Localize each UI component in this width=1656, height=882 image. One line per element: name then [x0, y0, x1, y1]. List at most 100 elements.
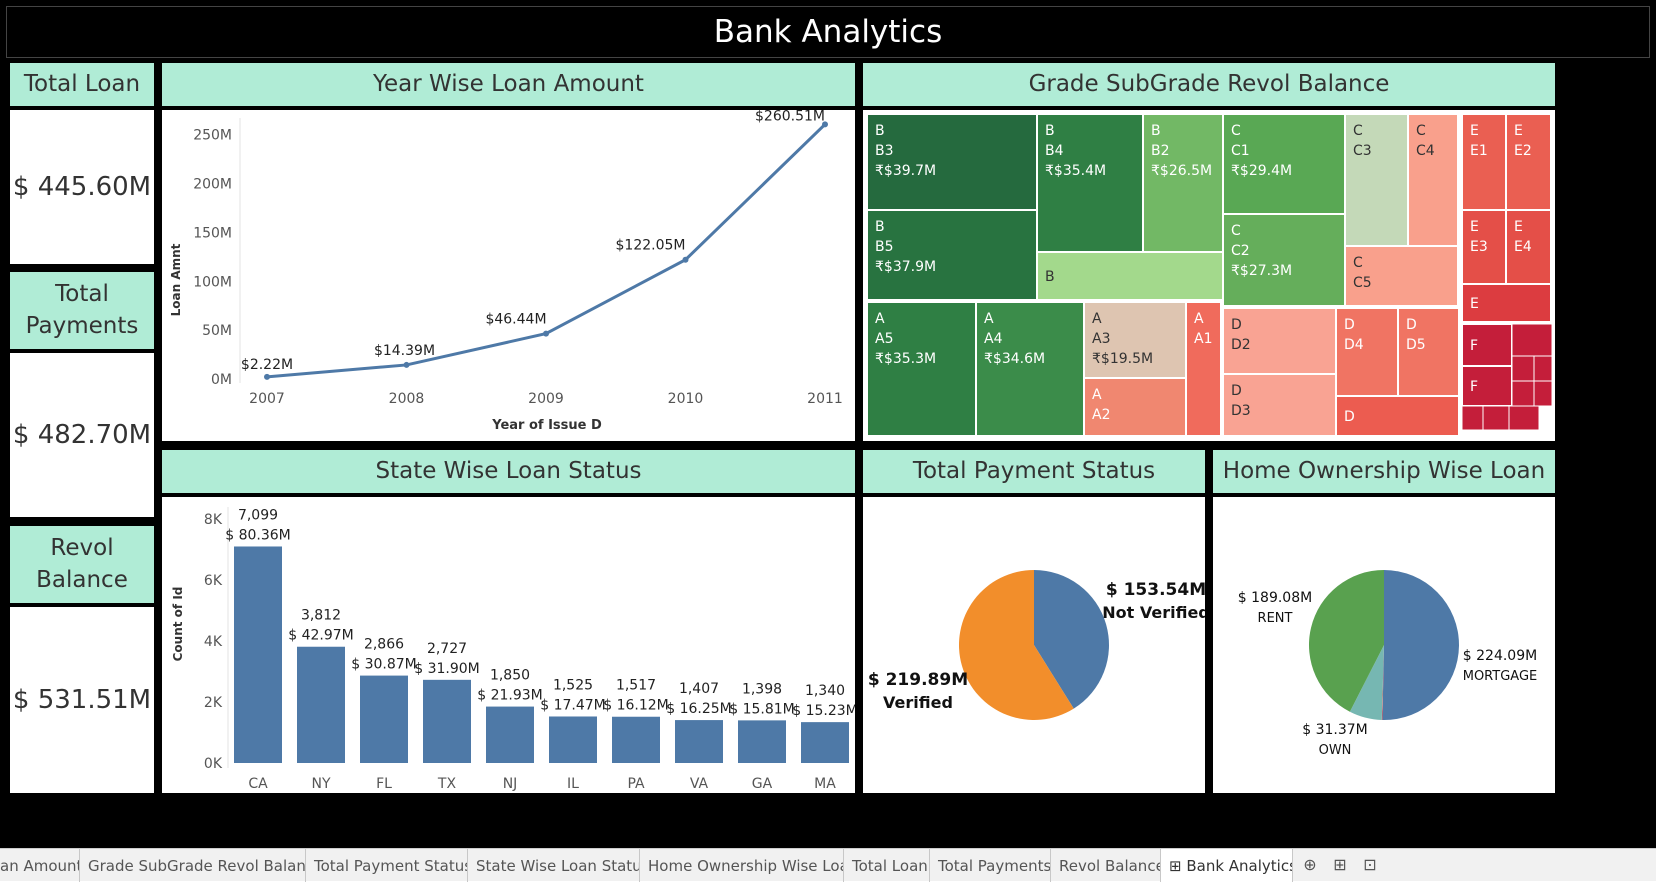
- bar-x-tick: TX: [437, 776, 457, 792]
- treemap-cell[interactable]: E E3: [1461, 209, 1507, 285]
- tab-year-wise-loan-amount[interactable]: an Amount: [0, 849, 80, 882]
- line-point[interactable]: [264, 373, 270, 380]
- tab-total-payments[interactable]: Total Payments: [930, 849, 1051, 882]
- pie-slice-verified[interactable]: [959, 570, 1074, 720]
- treemap-cell[interactable]: C C4: [1407, 113, 1459, 247]
- bar-ma[interactable]: [801, 722, 849, 763]
- treemap-cell[interactable]: D D3: [1222, 373, 1337, 437]
- bar-ga[interactable]: [738, 720, 786, 763]
- treemap-cell[interactable]: A A2: [1083, 377, 1187, 437]
- treemap-cell[interactable]: B: [1036, 251, 1224, 301]
- line-y-tick: 150M: [193, 225, 232, 241]
- bar-tx[interactable]: [423, 679, 471, 763]
- treemap-rect: [1505, 113, 1552, 211]
- line-point[interactable]: [403, 361, 410, 368]
- treemap-cell[interactable]: F: [1461, 365, 1513, 407]
- treemap-cell[interactable]: B B3 ₹$39.7M: [866, 113, 1038, 211]
- treemap-rect: [1407, 113, 1459, 247]
- line-x-tick: 2009: [528, 391, 564, 407]
- treemap-label: C3: [1353, 143, 1372, 159]
- pie-slice-not-verified[interactable]: [1034, 570, 1109, 709]
- tab-grade-subgrade[interactable]: Grade SubGrade Revol Balance: [80, 849, 306, 882]
- pie-value-label: $ 153.54M: [1106, 580, 1205, 600]
- treemap-cell[interactable]: E E4: [1505, 209, 1552, 285]
- treemap-cell[interactable]: A A5 ₹$35.3M: [866, 301, 977, 437]
- treemap-label: E3: [1470, 239, 1488, 255]
- treemap-rect: [1222, 373, 1337, 437]
- treemap-cell[interactable]: D D2: [1222, 307, 1337, 375]
- treemap-cell[interactable]: F: [1461, 323, 1513, 367]
- total-loan-header: Total Loan: [10, 63, 154, 106]
- bar-chart-svg: Count of Id 0K 2K 4K 6K 8K 7,099 $ 80.36M CA 3,…: [171, 507, 858, 792]
- treemap-label: F: [1470, 338, 1478, 354]
- treemap-rect-small[interactable]: [1533, 380, 1553, 407]
- treemap-cell[interactable]: A A3 ₹$19.5M: [1083, 301, 1187, 379]
- line-y-tick: 0M: [211, 372, 232, 388]
- pie-slice-rent[interactable]: [1309, 570, 1384, 712]
- treemap-rect: [1222, 113, 1346, 215]
- bar-fl[interactable]: [360, 675, 408, 763]
- tab-total-loan[interactable]: Total Loan: [844, 849, 930, 882]
- tab-total-payment-status[interactable]: Total Payment Status: [306, 849, 468, 882]
- treemap-cell[interactable]: A A1: [1185, 301, 1222, 437]
- line-point[interactable]: [822, 121, 828, 128]
- bar-x-tick: GA: [752, 776, 773, 792]
- treemap-rect-small[interactable]: [1461, 405, 1484, 431]
- line-point[interactable]: [543, 330, 549, 337]
- treemap-label: A: [1092, 311, 1102, 327]
- payment-pie-svg: $ 153.54M Not Verified $ 219.89M Verified: [868, 570, 1210, 720]
- bar-ny[interactable]: [297, 646, 345, 763]
- bar-amount-label: $ 15.81M: [729, 701, 795, 717]
- tab-home-ownership[interactable]: Home Ownership Wise Loan: [640, 849, 844, 882]
- bar-pa[interactable]: [612, 716, 660, 763]
- treemap-cell[interactable]: B B4 ₹$35.4M: [1036, 113, 1144, 253]
- bar-il[interactable]: [549, 716, 597, 763]
- treemap-label: B2: [1151, 143, 1170, 159]
- treemap-label: A5: [875, 331, 893, 347]
- payment-status-header: Total Payment Status: [863, 450, 1205, 493]
- treemap-rect-small[interactable]: [1511, 355, 1535, 382]
- new-story-icon[interactable]: ⊡: [1363, 855, 1377, 874]
- treemap-rect-small[interactable]: [1533, 355, 1553, 382]
- treemap-cell[interactable]: E E2: [1505, 113, 1552, 211]
- treemap-cell[interactable]: C C5: [1344, 245, 1459, 307]
- treemap-cell[interactable]: C C3: [1344, 113, 1409, 247]
- tab-bank-analytics[interactable]: ⊞ Bank Analytics: [1161, 849, 1293, 882]
- treemap-cell[interactable]: B B2 ₹$26.5M: [1142, 113, 1224, 253]
- tab-state-wise-loan-status[interactable]: State Wise Loan Status: [468, 849, 640, 882]
- treemap-cell[interactable]: E: [1461, 283, 1552, 323]
- treemap-cell[interactable]: A A4 ₹$34.6M: [975, 301, 1085, 437]
- new-worksheet-icon[interactable]: ⊕: [1303, 855, 1317, 874]
- line-y-tick: 100M: [193, 274, 232, 290]
- bar-ca[interactable]: [234, 546, 282, 763]
- treemap-cell[interactable]: B B5 ₹$37.9M: [866, 209, 1038, 301]
- line-data-label: $260.51M: [755, 110, 825, 124]
- bar-x-tick: CA: [248, 776, 268, 792]
- bar-amount-label: $ 80.36M: [225, 527, 291, 543]
- treemap-rect-small[interactable]: [1482, 405, 1510, 431]
- treemap-cell[interactable]: D: [1335, 395, 1460, 437]
- pie-slice[interactable]: [1381, 645, 1384, 720]
- treemap-rect-small[interactable]: [1511, 323, 1553, 357]
- line-chart-svg: Loan Amnt Year of Issue D 0M 50M 100M 150M 2…: [169, 108, 843, 433]
- treemap-cell[interactable]: C C1 ₹$29.4M: [1222, 113, 1346, 215]
- tab-revol-balance[interactable]: Revol Balance: [1051, 849, 1161, 882]
- bar-va[interactable]: [675, 720, 723, 763]
- treemap-cell[interactable]: D D5: [1397, 307, 1460, 397]
- treemap-label: D4: [1344, 337, 1364, 353]
- line-data-label: $122.05M: [616, 238, 686, 254]
- grade-subgrade-treemap: B B3 ₹$39.7M B B5 ₹$37.9M B B4 ₹$35.4M B B2 ₹$26.5M…: [863, 110, 1555, 441]
- treemap-cell[interactable]: E E1: [1461, 113, 1507, 211]
- pie-slice-mortgage[interactable]: [1382, 570, 1459, 720]
- bar-nj[interactable]: [486, 706, 534, 763]
- new-dashboard-icon[interactable]: ⊞: [1333, 855, 1347, 874]
- line-point[interactable]: [682, 256, 689, 263]
- treemap-cell[interactable]: C C2 ₹$27.3M: [1222, 213, 1346, 307]
- treemap-label: B: [1151, 123, 1161, 139]
- treemap-cell[interactable]: D D4: [1335, 307, 1399, 397]
- treemap-rect-small[interactable]: [1508, 405, 1540, 431]
- treemap-label: ₹$35.4M: [1045, 163, 1106, 179]
- treemap-label: A: [1092, 387, 1102, 403]
- treemap-rect-small[interactable]: [1511, 380, 1535, 407]
- pie-slice-own[interactable]: [1349, 645, 1384, 720]
